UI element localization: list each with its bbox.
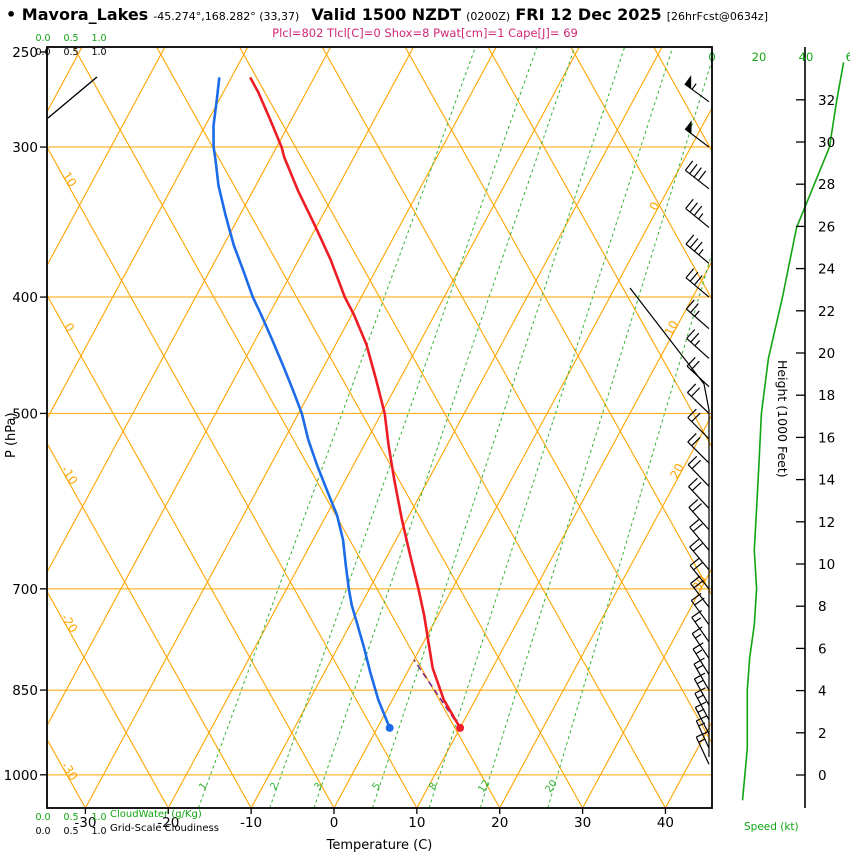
wind-barbs	[684, 75, 710, 765]
surface-temperature-dot	[456, 723, 465, 732]
svg-text:-20: -20	[157, 815, 179, 831]
svg-text:10: 10	[662, 318, 682, 338]
svg-text:0: 0	[818, 768, 827, 784]
cloudiness-scale-ticks: 0.0 0.0 0.5 0.5 1.0 1.0	[35, 47, 106, 837]
station-coords: -45.274°,168.282° (33,37)	[153, 10, 300, 23]
svg-text:16: 16	[818, 430, 835, 446]
svg-text:40: 40	[799, 50, 814, 64]
svg-text:6: 6	[818, 641, 827, 657]
valid-date: FRI 12 Dec 2025	[515, 5, 662, 24]
cloudiness-scale-title: Grid-Scale Cloudiness	[110, 823, 219, 834]
svg-text:32: 32	[818, 93, 835, 109]
svg-text:0.5: 0.5	[63, 47, 78, 58]
cloudwater-scale-title: CloudWater (g/Kg)	[110, 809, 202, 820]
speed-axis-title: Speed (kt)	[744, 821, 799, 833]
svg-text:20: 20	[491, 815, 508, 831]
svg-text:-10: -10	[58, 463, 80, 487]
svg-text:0: 0	[330, 815, 339, 831]
upper-left-profile-line	[47, 76, 98, 119]
svg-text:60: 60	[846, 50, 850, 64]
svg-text:20: 20	[818, 346, 835, 362]
svg-text:24: 24	[818, 262, 835, 278]
svg-text:12: 12	[818, 515, 835, 531]
svg-text:20: 20	[667, 461, 687, 481]
height-axis-title: Height (1000 Feet)	[775, 360, 790, 478]
svg-text:400: 400	[12, 290, 38, 306]
svg-text:2: 2	[818, 726, 827, 742]
mixing-ratio-labels: 1 2 3 5 8 12 20	[197, 778, 559, 795]
svg-text:300: 300	[12, 140, 38, 156]
dry-adiabat-lines	[47, 47, 712, 808]
mixing-ratio-lines	[197, 47, 712, 808]
adiabat-labels: 10 0 -10 -20 -30	[58, 169, 80, 783]
svg-text:2: 2	[268, 781, 281, 793]
svg-text:250: 250	[12, 45, 38, 61]
valid-time: Valid 1500 NZDT	[311, 5, 461, 24]
svg-text:1.0: 1.0	[91, 812, 106, 823]
svg-text:1.0: 1.0	[91, 47, 106, 58]
svg-text:5: 5	[371, 781, 384, 793]
speed-curve	[741, 62, 845, 801]
pressure-tick-labels: 250 300 400 500 700 850 1000	[4, 45, 47, 784]
svg-text:14: 14	[818, 473, 835, 489]
svg-text:12: 12	[476, 778, 492, 795]
valid-utc: (0200Z)	[466, 10, 511, 23]
chart-title: • Mavora_Lakes -45.274°,168.282° (33,37)…	[6, 5, 850, 24]
svg-text:10: 10	[59, 169, 79, 189]
svg-text:40: 40	[657, 815, 674, 831]
forecast-hour: [26hrFcst@0634z]	[666, 10, 768, 23]
svg-text:30: 30	[818, 135, 835, 151]
svg-text:1.0: 1.0	[91, 826, 106, 837]
svg-text:10: 10	[408, 815, 425, 831]
svg-text:30: 30	[574, 815, 591, 831]
svg-text:0: 0	[61, 320, 77, 334]
svg-text:0.5: 0.5	[63, 826, 78, 837]
pressure-axis-title: P (hPa)	[4, 412, 19, 458]
svg-text:-20: -20	[58, 611, 80, 635]
svg-text:1: 1	[197, 781, 210, 793]
temperature-axis-title: Temperature (C)	[326, 838, 433, 853]
stability-parameters: Plcl=802 Tlcl[C]=0 Shox=8 Pwat[cm]=1 Cap…	[272, 26, 578, 40]
svg-text:850: 850	[12, 683, 38, 699]
svg-text:500: 500	[12, 406, 38, 422]
svg-text:28: 28	[818, 177, 835, 193]
station-name: • Mavora_Lakes	[6, 5, 149, 24]
svg-text:3: 3	[312, 781, 325, 793]
surface-dewpoint-dot	[385, 723, 394, 732]
svg-text:-30: -30	[58, 759, 80, 783]
pressure-gridlines	[47, 146, 712, 776]
svg-text:0.0: 0.0	[35, 826, 50, 837]
temperature-curve	[249, 77, 462, 730]
svg-text:20: 20	[543, 778, 559, 795]
svg-text:0.5: 0.5	[63, 33, 78, 44]
svg-text:1.0: 1.0	[91, 33, 106, 44]
svg-text:0.0: 0.0	[35, 812, 50, 823]
svg-text:1000: 1000	[4, 768, 38, 784]
svg-text:8: 8	[427, 781, 440, 793]
plot-frame	[46, 46, 713, 809]
isotherm-lines	[47, 47, 712, 808]
svg-text:22: 22	[818, 304, 835, 320]
svg-text:26: 26	[818, 219, 835, 235]
dewpoint-curve	[212, 77, 391, 730]
svg-text:8: 8	[818, 599, 827, 615]
temperature-tick-labels: -30 -20 -10 0 10 20 30 40	[74, 808, 674, 831]
svg-text:0: 0	[646, 199, 662, 212]
svg-text:18: 18	[818, 388, 835, 404]
svg-text:700: 700	[12, 582, 38, 598]
svg-text:10: 10	[818, 557, 835, 573]
svg-text:0.0: 0.0	[35, 47, 50, 58]
svg-text:0.5: 0.5	[63, 812, 78, 823]
svg-text:20: 20	[752, 50, 767, 64]
svg-text:0.0: 0.0	[35, 33, 50, 44]
right-side-profile-line	[629, 287, 710, 757]
svg-text:-30: -30	[74, 815, 96, 831]
svg-text:4: 4	[818, 684, 827, 700]
svg-text:-10: -10	[240, 815, 262, 831]
cloudwater-scale-ticks: 0.0 0.0 0.5 0.5 1.0 1.0	[35, 33, 106, 823]
